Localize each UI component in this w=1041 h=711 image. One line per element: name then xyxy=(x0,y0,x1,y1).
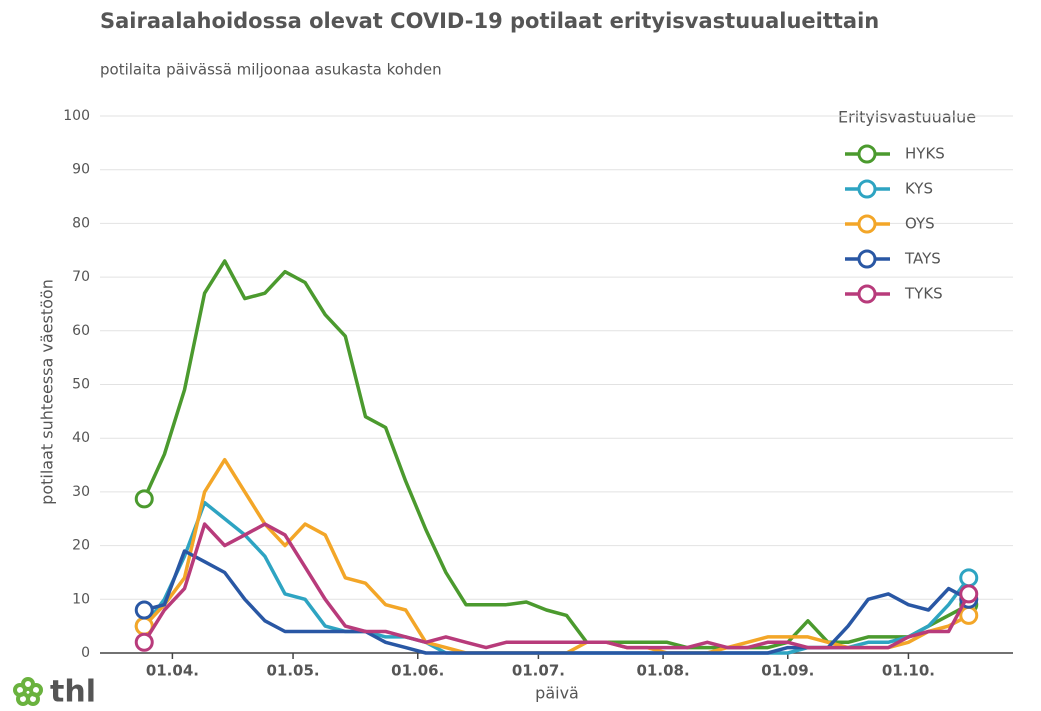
series-line xyxy=(142,522,971,650)
legend-marker xyxy=(857,284,877,304)
series-line xyxy=(142,259,970,650)
end-point xyxy=(959,605,979,625)
y-tick-label: 10 xyxy=(72,591,90,607)
y-tick-label: 0 xyxy=(81,645,90,661)
y-tick-label: 30 xyxy=(72,484,90,500)
x-tick-label: 01.05. xyxy=(266,662,319,680)
legend-label: HYKS xyxy=(905,145,945,163)
legend-title: Erityisvastuualue xyxy=(838,108,976,127)
x-tick-label: 01.10. xyxy=(882,662,935,680)
logo-icon xyxy=(13,677,43,706)
x-tick-label: 01.08. xyxy=(637,662,690,680)
legend-marker xyxy=(857,179,877,199)
x-tick-label: 01.09. xyxy=(761,662,814,680)
y-tick-label: 40 xyxy=(72,430,90,446)
y-tick-label: 50 xyxy=(72,377,90,393)
legend-label: TYKS xyxy=(904,285,943,303)
x-tick-label: 01.06. xyxy=(391,662,444,680)
y-tick-label: 90 xyxy=(72,162,90,178)
legend-label: TAYS xyxy=(904,250,941,268)
end-point xyxy=(134,632,154,652)
legend-label: OYS xyxy=(905,215,935,233)
series-line xyxy=(143,549,970,655)
logo-text: thl xyxy=(50,675,96,710)
chart-title: Sairaalahoidossa olevat COVID-19 potilaa… xyxy=(100,9,879,33)
end-point xyxy=(959,584,979,604)
end-point xyxy=(134,489,154,509)
legend-marker xyxy=(857,249,877,269)
y-tick-label: 20 xyxy=(72,538,90,554)
y-tick-label: 100 xyxy=(63,108,90,124)
x-tick-label: 01.07. xyxy=(512,662,565,680)
y-tick-label: 70 xyxy=(72,269,90,285)
legend-label: KYS xyxy=(905,180,933,198)
y-tick-label: 60 xyxy=(72,323,90,339)
y-axis-label: potilaat suhteessa väestöön xyxy=(38,279,57,505)
x-tick-label: 01.04. xyxy=(146,662,199,680)
chart-subtitle: potilaita päivässä miljoonaa asukasta ko… xyxy=(100,61,442,79)
legend-marker xyxy=(857,214,877,234)
x-axis-label: päivä xyxy=(535,684,579,703)
legend-marker xyxy=(857,144,877,164)
end-point xyxy=(959,568,979,588)
end-point xyxy=(134,600,154,620)
y-tick-label: 80 xyxy=(72,215,90,231)
